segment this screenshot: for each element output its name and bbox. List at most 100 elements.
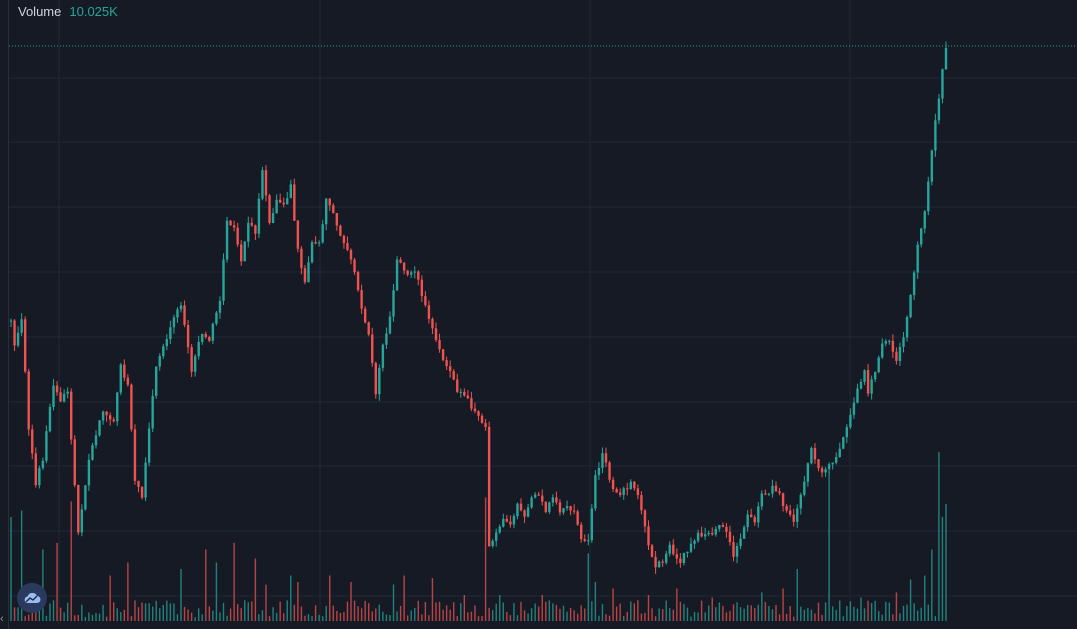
- candle-body: [572, 510, 576, 512]
- candle-body: [466, 395, 470, 399]
- chevron-left-icon[interactable]: ‹: [0, 613, 4, 625]
- volume-bar: [236, 604, 239, 621]
- volume-bar: [59, 607, 62, 621]
- candle-body: [739, 538, 742, 546]
- volume-bar: [421, 614, 423, 621]
- volume-bar: [523, 610, 526, 621]
- volume-bar: [768, 605, 770, 621]
- candle-body: [356, 272, 360, 291]
- legend-value: 10.025K: [69, 4, 118, 19]
- candle-body: [27, 371, 30, 430]
- volume-bar: [495, 603, 497, 621]
- candle-body: [367, 322, 370, 335]
- tradingview-cloud-icon[interactable]: [17, 583, 47, 613]
- volume-bar: [134, 600, 136, 621]
- candle-body: [247, 222, 250, 242]
- candle-body: [385, 333, 388, 345]
- candle-body: [604, 453, 608, 463]
- candle-body: [169, 327, 172, 340]
- candle-body: [211, 323, 215, 341]
- candle-body: [905, 317, 909, 338]
- candle-body: [45, 431, 48, 461]
- volume-bar: [431, 578, 434, 621]
- candle-body: [410, 272, 413, 275]
- volume-bar: [623, 615, 625, 621]
- volume-bar: [594, 582, 597, 621]
- candle-body: [491, 540, 494, 547]
- candle-body: [264, 170, 268, 196]
- volume-bar: [736, 602, 738, 621]
- volume-bar: [162, 604, 164, 621]
- volume-bar: [541, 595, 543, 621]
- candle-body: [70, 391, 73, 440]
- candle-body: [48, 406, 52, 432]
- volume-bar: [856, 608, 859, 621]
- candle-body: [250, 222, 254, 226]
- volume-bar: [530, 608, 533, 621]
- candle-body: [803, 481, 806, 495]
- candle-body: [197, 341, 200, 357]
- candle-body: [618, 492, 622, 495]
- candle-body: [597, 467, 601, 476]
- candle-body: [9, 320, 13, 322]
- candle-body: [608, 462, 611, 480]
- volume-bar: [888, 602, 891, 621]
- volume-bar: [637, 600, 639, 621]
- volume-bar: [775, 605, 777, 621]
- candle-body: [601, 453, 604, 468]
- candle-body: [778, 491, 781, 494]
- candle-body: [321, 224, 324, 243]
- volume-bar: [718, 602, 721, 621]
- candle-body: [463, 391, 466, 396]
- candle-body: [431, 318, 434, 329]
- volume-bar: [931, 549, 933, 621]
- volume-bar: [782, 588, 784, 621]
- volume-bar: [658, 608, 660, 621]
- candle-body: [172, 317, 176, 328]
- volume-bar: [272, 607, 274, 621]
- candle-body: [222, 259, 225, 301]
- volume-bar: [222, 602, 225, 621]
- candle-body: [23, 319, 27, 372]
- volume-bar: [314, 605, 317, 621]
- volume-bar: [392, 584, 395, 621]
- volume-bar: [729, 610, 731, 621]
- volume-bar: [155, 600, 157, 621]
- volume-bar: [640, 613, 643, 621]
- candle-body: [456, 379, 459, 392]
- volume-bar: [520, 601, 522, 621]
- volume-bar: [909, 579, 912, 621]
- candle-body: [438, 340, 441, 350]
- volume-bar: [853, 606, 855, 621]
- volume-bar: [683, 603, 685, 621]
- volume-bar: [860, 597, 862, 621]
- candle-body: [55, 385, 59, 393]
- volume-bar: [219, 612, 221, 621]
- candle-body: [845, 427, 849, 438]
- volume-bar: [460, 603, 462, 621]
- candle-body: [873, 372, 877, 380]
- candle-body: [732, 542, 735, 557]
- volume-bar: [268, 616, 271, 621]
- candle-body: [112, 419, 115, 422]
- candle-body: [41, 460, 45, 469]
- volume-bar: [899, 613, 901, 621]
- candle-body: [562, 508, 565, 513]
- volume-bar: [552, 603, 554, 621]
- volume-bar: [77, 614, 79, 621]
- volume-bar: [286, 600, 288, 621]
- candle-body: [512, 516, 516, 525]
- candle-body: [594, 475, 597, 509]
- candle-body: [140, 486, 144, 498]
- candle-body: [381, 344, 385, 368]
- volume-bar: [357, 606, 359, 621]
- candle-body: [232, 225, 236, 228]
- candle-body: [725, 526, 728, 532]
- candle-body: [441, 349, 445, 361]
- volume-bar: [807, 608, 809, 621]
- candle-body: [257, 198, 261, 234]
- volume-bar: [796, 569, 798, 621]
- candle-body: [392, 290, 395, 317]
